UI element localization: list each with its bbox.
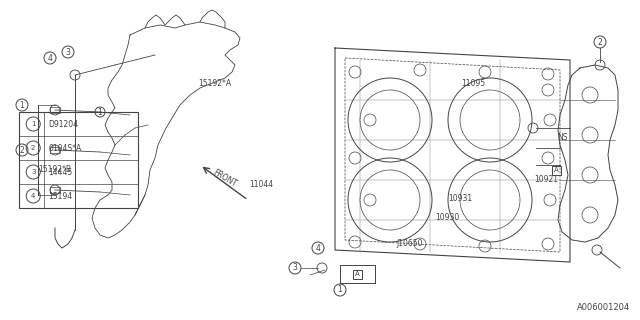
Text: A: A [355, 271, 360, 277]
Text: 10930: 10930 [435, 213, 460, 222]
Text: 3: 3 [292, 263, 298, 273]
Bar [19, 112, 138, 208]
Text: 15192*B: 15192*B [38, 165, 72, 174]
Bar [50, 107, 60, 113]
Text: 2: 2 [598, 37, 602, 46]
Bar [353, 269, 362, 278]
Text: 10921: 10921 [534, 175, 558, 184]
Text: 2: 2 [20, 146, 24, 155]
Text: 14445: 14445 [48, 167, 72, 177]
Text: J10650: J10650 [397, 239, 423, 248]
Text: 0104S*A: 0104S*A [48, 143, 81, 153]
Text: 1: 1 [20, 100, 24, 109]
Text: 1: 1 [338, 285, 342, 294]
Text: FRONT: FRONT [211, 168, 239, 188]
Text: 3: 3 [31, 169, 35, 175]
Text: 4: 4 [316, 244, 321, 252]
Text: 11044: 11044 [250, 180, 274, 188]
Text: 4: 4 [47, 53, 52, 62]
Text: 11095: 11095 [461, 79, 485, 88]
Bar [552, 165, 561, 174]
Text: 1: 1 [98, 108, 102, 116]
Bar [50, 147, 60, 153]
Text: NS: NS [557, 133, 567, 142]
Text: 10931: 10931 [448, 194, 472, 203]
Text: 2: 2 [31, 145, 35, 151]
Text: A: A [554, 167, 558, 173]
Text: 1: 1 [31, 121, 35, 127]
Text: 3: 3 [65, 47, 70, 57]
Bar [50, 187, 60, 193]
Text: D91204: D91204 [48, 119, 78, 129]
Text: 4: 4 [31, 193, 35, 199]
Text: 15194: 15194 [48, 191, 72, 201]
Text: 15192*A: 15192*A [198, 79, 232, 88]
Text: A006001204: A006001204 [577, 303, 630, 312]
